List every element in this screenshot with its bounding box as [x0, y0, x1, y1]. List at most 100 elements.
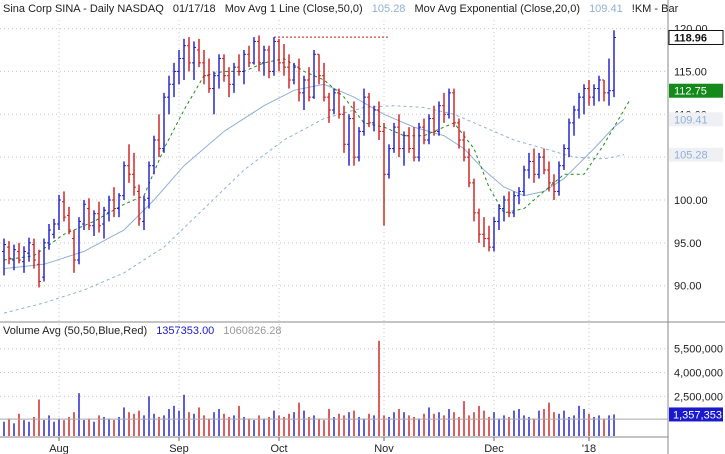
ohlc-bar: [612, 30, 616, 98]
ohlc-bar: [162, 92, 166, 153]
ohlc-bar: [82, 200, 86, 230]
volume-avg-value: 1060826.28: [223, 325, 282, 337]
x-tick-label: Oct: [270, 443, 287, 454]
ohlc-bar: [72, 230, 76, 273]
ohlc-bar: [407, 127, 411, 153]
ohlc-bar: [117, 193, 121, 218]
ohlc-bar: [62, 191, 66, 222]
price-tag: 118.96: [668, 29, 724, 45]
price-tag-box: [669, 83, 723, 98]
ohlc-bar: [107, 195, 111, 222]
volume-tag-box: [669, 407, 723, 422]
ohlc-bar: [512, 191, 516, 218]
ohlc-bar: [217, 54, 221, 89]
ohlc-bar: [2, 238, 6, 276]
price-tag-box: [669, 112, 723, 127]
ohlc-bar: [517, 187, 521, 205]
ohlc-bar: [377, 101, 381, 140]
ohlc-bar: [212, 71, 216, 115]
ohlc-bar: [442, 92, 446, 123]
ohlc-bar: [327, 92, 331, 123]
ohlc-bar: [467, 148, 471, 188]
ohlc-bar: [12, 244, 16, 271]
ohlc-bar: [527, 152, 531, 179]
ohlc-bar: [152, 135, 156, 175]
ohlc-bar: [447, 88, 451, 119]
ohlc-bar: [472, 178, 476, 222]
moving-average-line: [3, 105, 625, 314]
ohlc-bar: [97, 201, 101, 233]
date-label: 01/17/18: [172, 3, 216, 15]
ohlc-bar: [47, 224, 51, 250]
ohlc-bar: [562, 144, 566, 170]
price-tag: 112.75: [669, 83, 723, 98]
ohlc-bar: [237, 54, 241, 76]
ohlc-bar: [262, 45, 266, 76]
ohlc-bar: [422, 118, 426, 145]
volume-tick-label: 5,500,000: [674, 344, 723, 356]
volume-label: Volume Avg (50,50,Blue,Red): [3, 325, 148, 337]
ohlc-bar: [367, 92, 371, 128]
ohlc-bar: [607, 58, 611, 106]
ohlc-bar: [187, 37, 191, 72]
ohlc-bar: [487, 225, 491, 252]
price-tag-label: 109.41: [674, 114, 708, 126]
ohlc-bar: [382, 122, 386, 226]
ohlc-bar: [277, 38, 281, 72]
ohlc-bar: [477, 208, 481, 243]
ohlc-bar: [492, 217, 496, 252]
ohlc-bar: [417, 122, 421, 162]
ohlc-bar: [207, 58, 211, 93]
ohlc-bar: [142, 195, 146, 230]
ohlc-bar: [392, 122, 396, 153]
symbol-label: Sina Corp SINA - Daily NASDAQ: [3, 3, 164, 15]
ohlc-bar: [597, 75, 601, 102]
ohlc-bar: [537, 152, 541, 179]
ohlc-bar: [7, 241, 11, 265]
ma2-label: Mov Avg Exponential (Close,20,0): [414, 3, 581, 15]
ohlc-bar: [532, 148, 536, 183]
volume-tag: 1,357,353: [669, 407, 723, 422]
ohlc-bar: [242, 50, 246, 85]
ohlc-bar: [357, 127, 361, 162]
ohlc-bar: [57, 194, 61, 230]
price-tick-label: 100.00: [674, 195, 708, 207]
ohlc-bar: [507, 191, 511, 218]
ohlc-bar: [92, 210, 96, 236]
ohlc-bar: [567, 118, 571, 158]
ohlc-bar: [352, 101, 356, 166]
ohlc-bar: [397, 114, 401, 158]
price-tag-box: [669, 147, 723, 162]
price-tag-label: 105.28: [674, 150, 708, 162]
price-tag: 105.28: [669, 147, 723, 162]
ohlc-bar: [347, 114, 351, 166]
ohlc-bar: [257, 35, 261, 72]
ohlc-bar: [137, 184, 141, 226]
price-tag-box: [668, 29, 724, 45]
ohlc-bar: [337, 88, 341, 119]
ohlc-bar: [462, 131, 466, 162]
ohlc-bar: [577, 92, 581, 119]
ohlc-bar: [252, 37, 256, 65]
x-tick-label: '18: [582, 443, 596, 454]
ohlc-bar: [497, 204, 501, 230]
ohlc-bar: [452, 88, 456, 128]
ohlc-bar: [147, 161, 151, 209]
ohlc-bar: [302, 75, 306, 110]
price-tick-label: 115.00: [674, 66, 707, 78]
volume-tick-label: 4,000,000: [674, 368, 723, 380]
ohlc-bar: [267, 45, 271, 79]
ohlc-bar: [272, 37, 276, 76]
ohlc-bar: [372, 105, 376, 132]
ohlc-bar: [197, 38, 201, 68]
ohlc-bar: [412, 127, 416, 162]
ohlc-bar: [542, 148, 546, 175]
ohlc-bar: [587, 80, 591, 106]
ohlc-bar: [312, 50, 316, 99]
ohlc-bar: [182, 38, 186, 80]
ohlc-bar: [457, 118, 461, 149]
ohlc-bar: [482, 217, 486, 248]
ohlc-bar: [362, 88, 366, 136]
ohlc-bar: [522, 165, 526, 196]
